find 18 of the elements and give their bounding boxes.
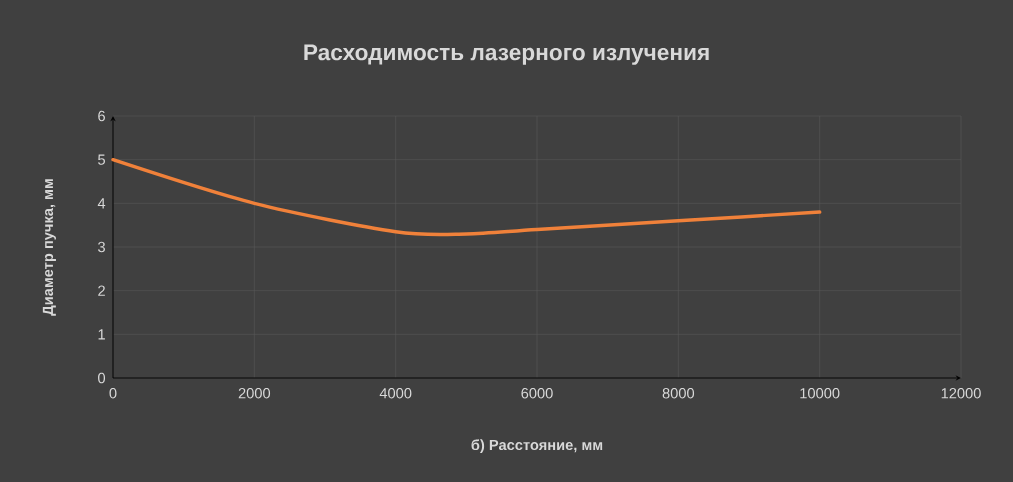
chart-title: Расходимость лазерного излучения	[304, 44, 709, 65]
y-tick-label: 5	[98, 154, 105, 165]
y-tick-label: 2	[98, 285, 105, 296]
x-tick-label: 10000	[800, 388, 840, 399]
line-series	[111, 157, 822, 237]
y-tick-label: 3	[98, 241, 105, 253]
x-axis-title: б) Расстояние, мм	[471, 439, 603, 454]
y-tick-label: 4	[97, 198, 106, 209]
x-tick-label: 8000	[662, 388, 695, 399]
x-tick-label: 12000	[941, 388, 981, 399]
y-tick-label: 1	[98, 329, 105, 340]
x-tick-label: 2000	[238, 388, 271, 399]
y-axis-title: Диаметр пучка, мм	[42, 179, 56, 316]
y-tick-label: 6	[98, 110, 105, 122]
x-tick-label: 0	[109, 388, 117, 399]
y-tick-label: 0	[98, 372, 106, 384]
x-tick-label: 6000	[521, 388, 553, 399]
x-tick-label: 4000	[379, 388, 412, 399]
